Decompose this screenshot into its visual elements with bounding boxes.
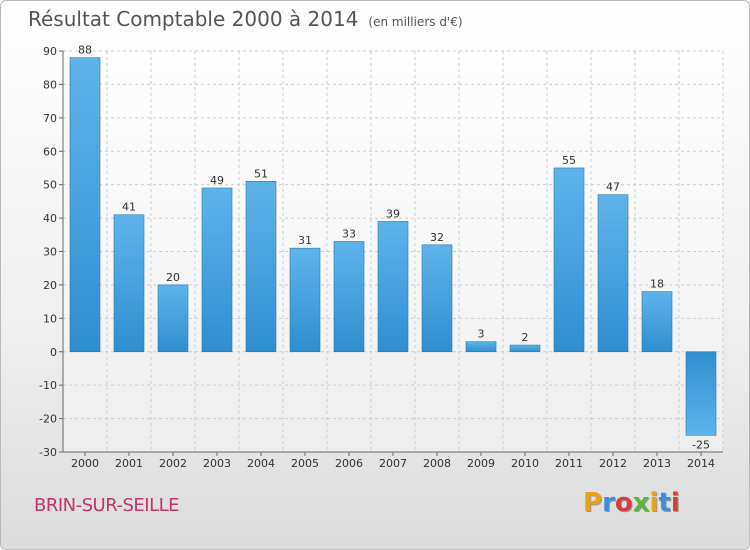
chart-title-text: Résultat Comptable 2000 à 2014 [28, 7, 359, 31]
y-tick-label: 90 [43, 45, 57, 58]
logo-letter: i [670, 488, 680, 518]
bar-value-label: 39 [386, 207, 400, 220]
logo-letter: i [649, 488, 659, 518]
x-tick-label: 2010 [511, 457, 539, 470]
bar-value-label: 2 [522, 331, 529, 344]
bar-value-label: 3 [478, 328, 485, 341]
y-tick-label: 70 [43, 112, 57, 125]
bar [597, 194, 629, 353]
logo-letter: t [658, 488, 671, 518]
x-tick-label: 2001 [115, 457, 143, 470]
y-tick-label: 40 [43, 212, 57, 225]
x-tick-label: 2003 [203, 457, 231, 470]
y-tick-label: 80 [43, 78, 57, 91]
bar [465, 341, 497, 353]
y-tick-label: -30 [39, 446, 57, 459]
bar [157, 284, 189, 353]
x-tick-label: 2014 [687, 457, 715, 470]
y-tick-label: 10 [43, 312, 57, 325]
x-tick-label: 2006 [335, 457, 363, 470]
x-tick-label: 2009 [467, 457, 495, 470]
bar-value-label: 47 [606, 181, 620, 194]
x-tick-label: 2007 [379, 457, 407, 470]
bar-value-label: 20 [166, 271, 180, 284]
chart-unit: (en milliers d'€) [368, 15, 463, 29]
bar [377, 221, 409, 353]
y-tick-label: -20 [39, 413, 57, 426]
y-tick-label: 0 [50, 346, 57, 359]
logo-letter: x [632, 488, 650, 518]
y-tick-label: 20 [43, 279, 57, 292]
x-tick-label: 2005 [291, 457, 319, 470]
logo-letter: r [602, 488, 615, 518]
bar-value-label: 33 [342, 227, 356, 240]
city-name: BRIN-SUR-SEILLE [34, 495, 180, 516]
x-tick-label: 2008 [423, 457, 451, 470]
bar [553, 167, 585, 353]
bar [289, 247, 321, 353]
y-tick-label: 30 [43, 246, 57, 259]
bar-value-label: 51 [254, 167, 268, 180]
proxiti-logo: Proxiti [583, 488, 680, 518]
x-tick-label: 2002 [159, 457, 187, 470]
logo-letter: P [583, 488, 603, 518]
x-tick-label: 2012 [599, 457, 627, 470]
bar-value-label: 49 [210, 174, 224, 187]
x-tick-label: 2000 [71, 457, 99, 470]
bar-value-label: 32 [430, 231, 444, 244]
x-tick-label: 2004 [247, 457, 275, 470]
y-tick-label: -10 [39, 379, 57, 392]
bar-value-label: 18 [650, 278, 664, 291]
bar-value-label: 55 [562, 154, 576, 167]
y-tick-label: 50 [43, 179, 57, 192]
bar-value-label: -25 [692, 438, 710, 451]
x-tick-label: 2011 [555, 457, 583, 470]
chart-title: Résultat Comptable 2000 à 2014 (en millie… [28, 7, 463, 31]
bar [421, 244, 453, 353]
logo-letter: o [614, 488, 633, 518]
bar [685, 351, 717, 436]
bar [509, 344, 541, 353]
bar-value-label: 88 [78, 44, 92, 57]
bar [113, 214, 145, 353]
bar-value-label: 31 [298, 234, 312, 247]
y-tick-label: 60 [43, 145, 57, 158]
x-tick-label: 2013 [643, 457, 671, 470]
bar-value-label: 41 [122, 201, 136, 214]
bar [69, 57, 101, 353]
bar [333, 241, 365, 353]
bar [641, 291, 673, 353]
bar [201, 187, 233, 353]
bar [245, 181, 277, 353]
